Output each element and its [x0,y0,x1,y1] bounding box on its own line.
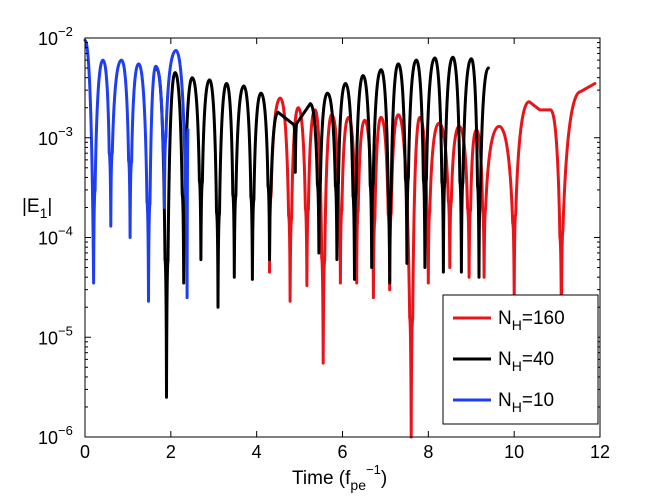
y-tick-label: 10−3 [38,124,73,149]
series-line-1 [155,55,490,399]
y-tick-label: 10−2 [38,24,73,49]
series-line-2 [83,38,190,303]
x-tick-label: 6 [337,442,347,462]
x-tick-label: 10 [504,442,524,462]
legend-label: NH=160 [498,308,565,333]
x-tick-label: 2 [166,442,176,462]
y-tick-label: 10−5 [38,323,73,348]
x-tick-label: 8 [423,442,433,462]
x-tick-label: 0 [80,442,90,462]
legend-label: NH=40 [498,349,554,374]
x-tick-label: 12 [590,442,610,462]
axes: 0 2 4 6 8 10 12 10−6 10−5 10−4 10−3 10−2 [38,24,610,462]
y-tick-label: 10−4 [38,224,73,249]
plot-lines [83,38,597,439]
x-tick-label: 4 [252,442,262,462]
x-axis-label: Time (fpe−1) [292,462,387,493]
y-axis-label: |E1| [22,196,52,221]
y-tick-label: 10−6 [38,423,73,448]
legend-label: NH=10 [498,390,554,415]
legend: NH=160 NH=40 NH=10 [442,294,599,425]
